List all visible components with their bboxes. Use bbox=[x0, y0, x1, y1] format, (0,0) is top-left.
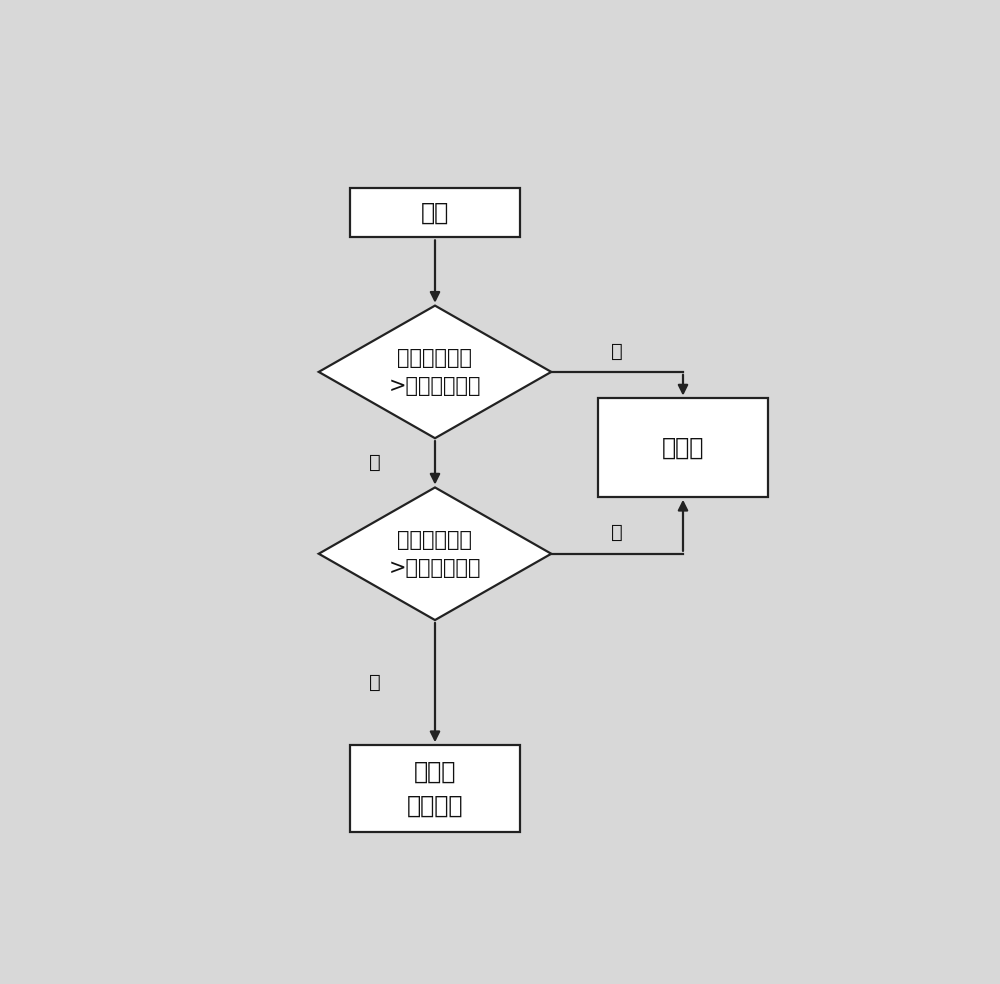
Text: 目标行驶里程
>行驶里程阈值: 目标行驶里程 >行驶里程阈值 bbox=[389, 348, 481, 396]
Text: 纯电动: 纯电动 bbox=[662, 436, 704, 460]
FancyBboxPatch shape bbox=[350, 745, 520, 832]
Polygon shape bbox=[319, 487, 551, 620]
Text: 否: 否 bbox=[611, 523, 623, 542]
Text: 是: 是 bbox=[369, 673, 381, 692]
Text: 发动机
参与工作: 发动机 参与工作 bbox=[407, 760, 463, 818]
Text: 开始: 开始 bbox=[421, 201, 449, 224]
Text: 是: 是 bbox=[369, 454, 381, 472]
Polygon shape bbox=[319, 306, 551, 438]
Text: 否: 否 bbox=[611, 341, 623, 360]
Text: 工况平均车速
>平均车速阈值: 工况平均车速 >平均车速阈值 bbox=[389, 529, 481, 578]
FancyBboxPatch shape bbox=[598, 399, 768, 497]
FancyBboxPatch shape bbox=[350, 188, 520, 237]
